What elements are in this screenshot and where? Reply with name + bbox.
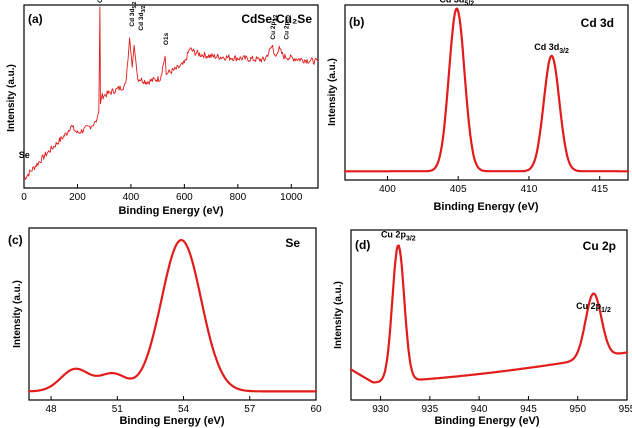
panel-d-x-ticks: 930 935 940 945 950 955 <box>372 396 632 415</box>
peak-label: Se <box>19 150 30 160</box>
x-tick-label: 950 <box>569 404 586 415</box>
panel-a-frame <box>23 4 319 189</box>
panel-c-y-axis-label: Intensity (a.u.) <box>12 280 23 348</box>
x-tick-label: 60 <box>310 404 322 415</box>
panel-c-label: (c) <box>8 233 23 247</box>
peak-label: Cd 3d5/2 <box>439 0 474 8</box>
panel-a-title: CdSe-Cu₂Se <box>241 12 312 26</box>
panel-a-y-axis-label: Intensity (a.u.) <box>6 64 17 132</box>
x-tick-label: 410 <box>521 184 538 195</box>
panel-b-y-axis-label: Intensity (a.u.) <box>327 58 338 126</box>
x-tick-label: 405 <box>450 184 467 195</box>
panel-b-x-ticks: 400 405 410 415 <box>379 176 608 195</box>
x-tick-label: 600 <box>176 192 193 203</box>
panel-c-frame <box>28 227 317 401</box>
x-tick-label: 945 <box>520 404 537 415</box>
panel-c-marks <box>27 238 318 393</box>
x-tick-label: 48 <box>46 404 58 415</box>
x-tick-label: 400 <box>123 192 140 203</box>
panel-d-label: (d) <box>355 238 370 252</box>
spectrum-line <box>349 244 629 384</box>
panel-c-x-axis-label: Binding Energy (eV) <box>119 415 224 427</box>
x-tick-label: 51 <box>112 404 124 415</box>
panel-c-title: Se <box>285 236 300 250</box>
panel-d-frame <box>350 229 628 401</box>
x-tick-label: 935 <box>422 404 439 415</box>
panel-a-x-ticks: 0 200 400 600 800 1000 <box>21 184 303 203</box>
panel-d-cu2p: (d) Cu 2p Binding Energy (eV) Intensity … <box>333 229 632 427</box>
peak-label: Cd 3d3/2 <box>138 5 147 30</box>
peak-label: Cd 3d5/2 <box>129 1 138 26</box>
panel-d-title: Cu 2p <box>583 239 616 253</box>
panel-a-marks: Se C1s Cd 3d5/2Cd 3d3/2 O1s Cu 2p3/2 Cu 2p1/2 <box>19 0 319 180</box>
x-tick-label: 400 <box>379 184 396 195</box>
peak-label: Cu 2p1/2 <box>576 301 611 314</box>
x-tick-label: 415 <box>591 184 608 195</box>
panel-d-y-axis-label: Intensity (a.u.) <box>333 281 344 349</box>
panel-d-x-axis-label: Binding Energy (eV) <box>434 415 539 427</box>
panel-b-label: (b) <box>349 15 364 29</box>
panel-c-x-ticks: 48 51 54 57 60 <box>46 396 322 415</box>
peak-label: Cu 2p3/2 <box>381 230 416 243</box>
x-tick-label: 1000 <box>280 192 303 203</box>
x-tick-label: 800 <box>229 192 246 203</box>
peak-label: Cd 3d3/2 <box>534 42 569 55</box>
peak-label: O1s <box>163 32 170 45</box>
panel-b-frame <box>344 4 629 181</box>
x-tick-label: 200 <box>69 192 86 203</box>
spectrum-line <box>23 6 319 180</box>
spectrum-line <box>343 7 630 173</box>
panel-a-x-axis-label: Binding Energy (eV) <box>118 205 223 217</box>
peak-label: Cu 2p1/2 <box>283 14 292 39</box>
x-tick-label: 0 <box>21 192 27 203</box>
peak-label: C1s <box>97 0 104 3</box>
x-tick-label: 54 <box>178 404 190 415</box>
peak-label: Cu 2p3/2 <box>270 14 279 39</box>
panel-b-cd3d: (b) Cd 3d Binding Energy (eV) Intensity … <box>327 0 630 213</box>
spectrum-line <box>27 238 318 393</box>
panel-b-title: Cd 3d <box>581 16 614 30</box>
x-tick-label: 57 <box>244 404 256 415</box>
x-tick-label: 940 <box>471 404 488 415</box>
panel-a-label: (a) <box>28 12 43 26</box>
panel-b-x-axis-label: Binding Energy (eV) <box>433 201 538 213</box>
panel-b-marks: Cd 3d5/2 Cd 3d3/2 <box>343 0 630 173</box>
x-tick-label: 955 <box>619 404 632 415</box>
panel-a-survey: (a) CdSe-Cu₂Se Binding Energy (eV) Inten… <box>6 0 319 217</box>
x-tick-label: 930 <box>372 404 389 415</box>
panel-c-se: (c) Se Binding Energy (eV) Intensity (a.… <box>8 227 322 427</box>
